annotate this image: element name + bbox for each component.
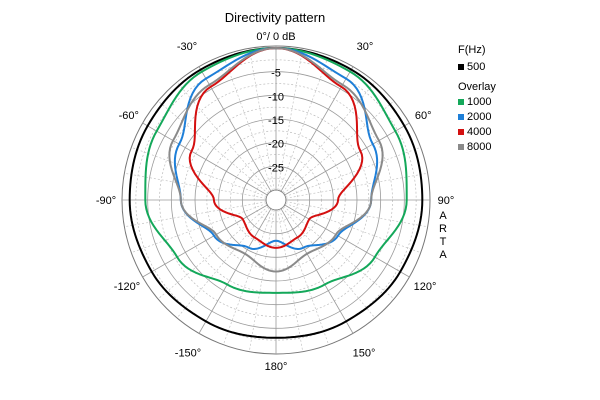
top-reference-label: 0°/ 0 dB bbox=[256, 31, 295, 43]
angle-label: -120° bbox=[114, 281, 140, 293]
angle-label: -60° bbox=[119, 110, 139, 122]
polar-grid bbox=[121, 45, 431, 355]
brand-letter: A bbox=[439, 210, 447, 222]
angle-label: 90° bbox=[438, 195, 455, 207]
axis-labels: -5 -10 -15 -20 -25 -30° 30° -60° 60° -90° 90° -120°… bbox=[96, 41, 454, 373]
legend-swatch-4000 bbox=[458, 129, 464, 135]
radial-tick-label: -25 bbox=[268, 162, 284, 174]
brand-letter: R bbox=[439, 223, 447, 235]
angle-spoke bbox=[284, 204, 410, 278]
radial-tick-label: -10 bbox=[268, 91, 284, 103]
brand-letter: A bbox=[439, 249, 447, 261]
angle-spoke bbox=[280, 208, 354, 334]
chart-title: Directivity pattern bbox=[225, 10, 325, 25]
legend-header: F(Hz) bbox=[458, 44, 486, 56]
angle-spoke bbox=[131, 147, 267, 197]
angle-spoke bbox=[223, 55, 273, 191]
angle-spoke bbox=[198, 208, 272, 334]
angle-spoke bbox=[142, 122, 268, 196]
angle-label: 120° bbox=[414, 281, 437, 293]
angle-spoke bbox=[285, 147, 421, 197]
angle-label: -150° bbox=[175, 347, 201, 359]
legend-swatch-500 bbox=[458, 64, 464, 70]
series-8000-curve bbox=[168, 47, 384, 273]
angle-spoke bbox=[284, 122, 410, 196]
radial-tick-label: -5 bbox=[271, 68, 281, 80]
angle-label: -30° bbox=[177, 41, 197, 53]
legend-entry-8000: 8000 bbox=[467, 141, 491, 153]
inner-ring bbox=[265, 189, 287, 211]
legend-swatch-8000 bbox=[458, 144, 464, 150]
legend-entry-4000: 4000 bbox=[467, 126, 491, 138]
angle-label: 60° bbox=[415, 110, 432, 122]
brand-letter: T bbox=[440, 236, 447, 248]
radial-tick-label: -20 bbox=[268, 139, 284, 151]
legend-entry-1000: 1000 bbox=[467, 96, 491, 108]
legend: F(Hz) Overlay 500 1000 2000 4000 8000 bbox=[458, 44, 496, 153]
legend-entry-2000: 2000 bbox=[467, 111, 491, 123]
legend-overlay-label: Overlay bbox=[458, 81, 496, 93]
angle-label: 150° bbox=[353, 347, 376, 359]
angle-spoke bbox=[142, 204, 268, 278]
polar-curves bbox=[128, 47, 424, 339]
angle-label: 30° bbox=[357, 41, 374, 53]
radial-tick-label: -15 bbox=[268, 115, 284, 127]
legend-swatch-2000 bbox=[458, 114, 464, 120]
legend-swatch-1000 bbox=[458, 99, 464, 105]
legend-entry-500: 500 bbox=[467, 61, 485, 73]
angle-spoke bbox=[279, 55, 329, 191]
angle-label: -90° bbox=[96, 195, 116, 207]
angle-label: 180° bbox=[265, 361, 288, 373]
